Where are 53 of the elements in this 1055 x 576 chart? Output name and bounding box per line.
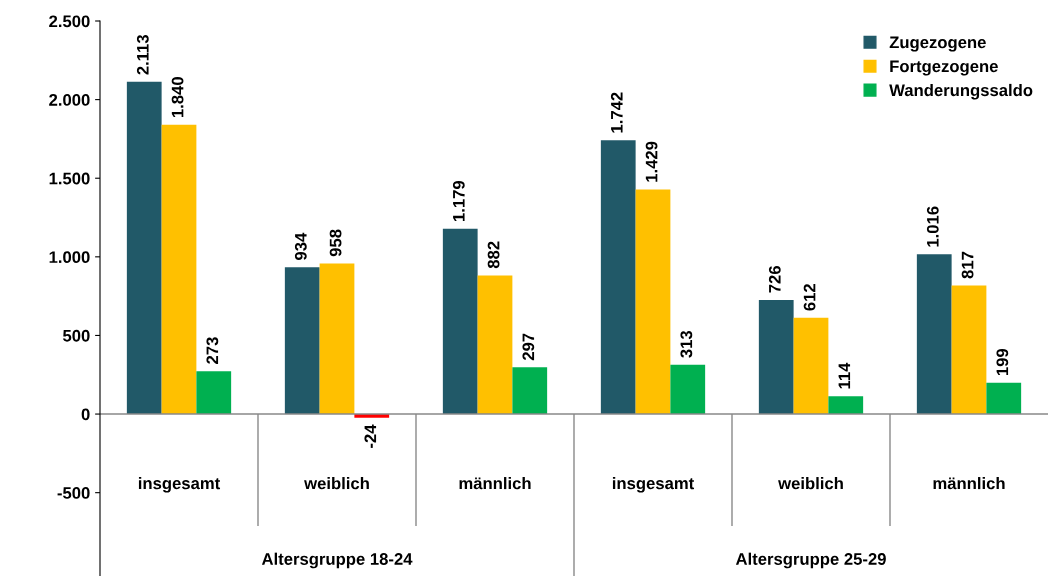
data-label: 297 bbox=[522, 333, 535, 361]
bar bbox=[600, 140, 636, 415]
y-tick-label: -500 bbox=[57, 487, 90, 499]
x-tick-label: insgesamt bbox=[612, 477, 695, 493]
legend-label: Wanderungssaldo bbox=[889, 83, 1033, 100]
bar bbox=[951, 285, 987, 415]
data-label: 882 bbox=[487, 241, 500, 269]
data-label: 934 bbox=[294, 232, 307, 260]
y-tick-label: 2.500 bbox=[49, 15, 90, 28]
bar bbox=[284, 267, 320, 415]
x-tick-label: insgesamt bbox=[138, 477, 221, 493]
data-label: 273 bbox=[206, 337, 219, 364]
bar bbox=[161, 124, 197, 415]
bar bbox=[126, 81, 162, 415]
bar bbox=[670, 364, 706, 415]
bar bbox=[512, 367, 548, 415]
data-label: 726 bbox=[768, 266, 781, 293]
annotation: Altersgruppe 18-24 bbox=[261, 552, 413, 569]
x-tick-label: weiblich bbox=[778, 477, 843, 490]
data-label: 1.179 bbox=[452, 180, 465, 221]
data-label: -24 bbox=[364, 424, 377, 448]
data-label: 199 bbox=[996, 348, 1009, 376]
data-label: 114 bbox=[838, 362, 851, 389]
bar bbox=[758, 299, 794, 415]
x-tick-label: weiblich bbox=[304, 477, 369, 490]
data-label: 1.840 bbox=[171, 77, 184, 118]
annotation: Altersgruppe 25-29 bbox=[735, 552, 886, 569]
bar bbox=[916, 254, 952, 415]
x-tick-label: männlich bbox=[459, 477, 531, 490]
data-label: 1.016 bbox=[926, 206, 939, 247]
bar bbox=[477, 275, 513, 415]
x-tick-label: männlich bbox=[933, 477, 1005, 490]
y-tick-label: 2.000 bbox=[49, 94, 90, 106]
data-label: 817 bbox=[961, 251, 974, 279]
data-label: 1.429 bbox=[645, 141, 658, 182]
data-label: 958 bbox=[329, 229, 342, 257]
y-tick-label: 1.000 bbox=[49, 251, 90, 264]
data-label: 2.113 bbox=[136, 35, 149, 75]
y-tick-label: 500 bbox=[62, 329, 90, 342]
bar bbox=[442, 228, 478, 415]
legend-label: Fortgezogene bbox=[890, 60, 998, 76]
bar bbox=[319, 263, 355, 415]
bar bbox=[828, 396, 864, 415]
legend-label: Zugezogene bbox=[889, 36, 986, 52]
bar bbox=[793, 317, 829, 415]
bar bbox=[986, 382, 1022, 415]
data-label: 612 bbox=[803, 284, 816, 311]
bar bbox=[196, 371, 232, 415]
data-label: 313 bbox=[680, 330, 693, 358]
y-tick-label: 1.500 bbox=[49, 172, 90, 185]
data-label: 1.742 bbox=[610, 92, 623, 133]
bar bbox=[635, 189, 671, 415]
y-tick-label: 0 bbox=[81, 408, 90, 421]
